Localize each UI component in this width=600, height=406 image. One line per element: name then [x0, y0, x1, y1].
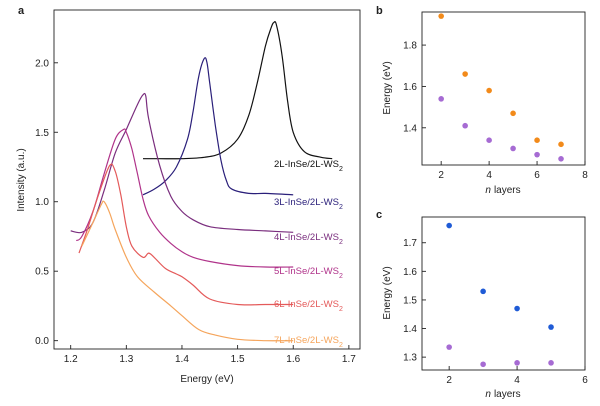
series-label-2: 4L-InSe/2L-WS2 — [274, 232, 343, 246]
y-tick-label-b-1: 1.6 — [403, 82, 417, 93]
x-tick-label-a-4: 1.6 — [286, 354, 300, 365]
series-label-1-subscript: 2 — [339, 204, 343, 211]
point-b-orange-5 — [558, 141, 564, 148]
series-label-2-text: 4L-InSe/2L-WS — [274, 232, 339, 243]
series-line-3 — [75, 128, 294, 268]
series-label-5-subscript: 2 — [339, 342, 343, 349]
y-tick-label-c-4: 1.7 — [403, 238, 417, 249]
plot-frame-b — [421, 11, 586, 166]
x-tick-label-b-0: 2 — [438, 170, 444, 181]
panel-label-b: b — [376, 5, 383, 17]
point-b-orange-0 — [438, 13, 444, 19]
x-axis-label-c-n: n — [485, 389, 491, 400]
x-axis-label-c-text: layers — [494, 389, 521, 400]
x-tick-label-c-2: 6 — [582, 375, 588, 386]
series-label-2-subscript: 2 — [339, 239, 343, 246]
x-axis-label-a: Energy (eV) — [180, 374, 233, 385]
series-label-5-text: 7L-InSe/2L-WS — [274, 335, 339, 346]
point-c-blue-1 — [480, 288, 486, 295]
x-tick-label-a-0: 1.2 — [64, 354, 78, 365]
series-label-0-subscript: 2 — [339, 166, 343, 173]
point-c-purple-0 — [446, 344, 452, 350]
x-axis-label-b-text: layers — [494, 185, 521, 196]
x-tick-label-c-1: 4 — [514, 375, 520, 386]
x-tick-label-a-5: 1.7 — [342, 354, 356, 365]
y-tick-label-c-3: 1.6 — [403, 267, 417, 278]
y-tick-label-a-1: 0.5 — [35, 267, 49, 278]
panel-label-c: c — [376, 209, 382, 221]
point-b-purple-5 — [558, 155, 564, 162]
point-b-orange-3 — [510, 110, 516, 117]
series-label-4-subscript: 2 — [339, 306, 343, 313]
x-tick-label-b-1: 4 — [486, 170, 492, 181]
point-b-orange-1 — [462, 71, 468, 77]
y-tick-label-a-4: 2.0 — [35, 58, 49, 69]
point-b-purple-1 — [462, 122, 468, 129]
point-c-purple-3 — [548, 360, 554, 366]
x-tick-label-c-0: 2 — [446, 375, 452, 386]
series-label-3: 5L-InSe/2L-WS2 — [274, 266, 343, 280]
y-tick-label-a-3: 1.5 — [35, 128, 49, 139]
series-label-3-subscript: 2 — [339, 273, 343, 280]
point-b-orange-2 — [486, 87, 492, 94]
series-line-2 — [70, 92, 294, 234]
series-line-0 — [143, 21, 333, 160]
y-tick-label-b-0: 1.4 — [403, 123, 417, 134]
point-b-purple-3 — [510, 145, 516, 152]
x-axis-label-b: n layers — [485, 185, 520, 196]
x-tick-label-b-2: 6 — [534, 170, 540, 181]
series-line-4 — [78, 163, 294, 306]
y-tick-label-a-0: 0.0 — [35, 336, 49, 347]
y-axis-label-b: Energy (eV) — [382, 61, 393, 114]
series-label-4-text: 6L-InSe/2L-WS — [274, 299, 339, 310]
series-label-0: 2L-InSe/2L-WS2 — [274, 159, 343, 173]
y-tick-label-c-2: 1.5 — [403, 295, 417, 306]
x-tick-label-b-3: 8 — [582, 170, 588, 181]
series-label-1: 3L-InSe/2L-WS2 — [274, 197, 343, 211]
x-tick-label-a-1: 1.3 — [119, 354, 133, 365]
point-c-purple-1 — [480, 361, 486, 368]
point-b-orange-4 — [534, 137, 540, 143]
series-label-4: 6L-InSe/2L-WS2 — [274, 299, 343, 313]
point-b-purple-2 — [486, 137, 492, 143]
point-c-blue-0 — [446, 222, 452, 229]
y-tick-label-c-1: 1.4 — [403, 324, 417, 335]
x-tick-label-a-3: 1.5 — [231, 354, 245, 365]
x-axis-label-c: n layers — [485, 389, 520, 400]
plot-frame-c — [421, 216, 586, 371]
series-label-5: 7L-InSe/2L-WS2 — [274, 335, 343, 349]
series-line-1 — [142, 57, 294, 196]
point-c-purple-2 — [514, 360, 520, 366]
y-tick-label-a-2: 1.0 — [35, 197, 49, 208]
point-b-purple-0 — [438, 96, 444, 102]
plot-frame-a — [53, 9, 361, 350]
series-line-5 — [81, 200, 294, 342]
chart-marks: 1.2 1.3 1.4 1.5 1.6 1.7 0.0 0.5 1.0 1.5 2.0 2L-InSe… — [35, 13, 588, 386]
point-c-blue-2 — [514, 305, 520, 312]
y-tick-label-b-2: 1.8 — [403, 41, 417, 52]
panel-label-a: a — [18, 5, 25, 17]
x-tick-label-a-2: 1.4 — [175, 354, 189, 365]
x-axis-label-b-n: n — [485, 185, 491, 196]
y-tick-label-c-0: 1.3 — [403, 353, 417, 364]
y-axis-label-c: Energy (eV) — [382, 266, 393, 319]
series-label-1-text: 3L-InSe/2L-WS — [274, 197, 339, 208]
series-label-3-text: 5L-InSe/2L-WS — [274, 266, 339, 277]
y-axis-label-a: Intensity (a.u.) — [16, 148, 27, 211]
point-b-purple-4 — [534, 151, 540, 158]
point-c-blue-3 — [548, 324, 554, 330]
series-label-0-text: 2L-InSe/2L-WS — [274, 159, 339, 170]
